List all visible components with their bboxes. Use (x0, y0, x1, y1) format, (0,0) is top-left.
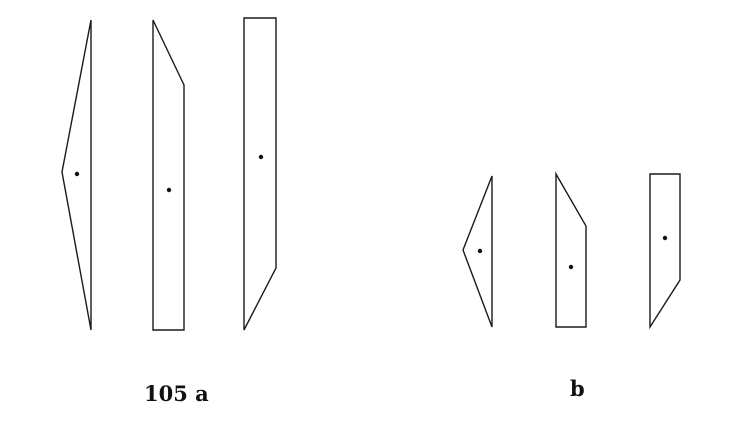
figure-label-b: b (570, 376, 585, 401)
trapezoid-top-cut-shape-b (555, 171, 587, 328)
figure-group-a: 105 a (61, 17, 277, 406)
trapezoid-bottom-cut-shape-a (243, 17, 277, 331)
trapezoid-bottom-cut-shape-b (649, 173, 681, 330)
center-dot (258, 154, 264, 160)
center-dot (477, 248, 483, 254)
trapezoid-top-cut-shape-a (152, 19, 185, 331)
center-dot (568, 264, 574, 270)
center-dot (662, 235, 668, 241)
triangle-shape-b (462, 175, 493, 328)
figure-label-a: 105 a (144, 381, 209, 406)
triangle-shape-a (61, 19, 92, 331)
figure-group-b: b (462, 171, 681, 401)
center-dot (74, 171, 80, 177)
center-dot (166, 187, 172, 193)
